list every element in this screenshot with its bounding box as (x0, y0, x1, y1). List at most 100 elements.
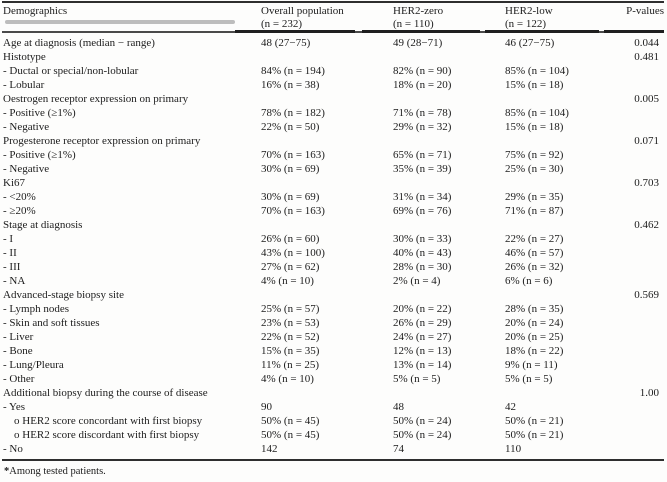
column-header-label: Demographics (3, 5, 68, 17)
her2-zero-value: 82% (n = 90) (393, 65, 452, 77)
row-label: - Lung/Pleura (3, 359, 64, 371)
p-value (623, 400, 664, 414)
her2-low-value: 71% (n = 87) (505, 205, 564, 217)
table-row: - No 142 74 110 (3, 442, 664, 456)
row-label: - Bone (3, 345, 33, 357)
her2-zero-value: 71% (n = 78) (393, 107, 452, 119)
her2-low-value: 46 (27−75) (505, 37, 555, 49)
column-header-p-values: P-values (623, 5, 664, 30)
row-label: - Lymph nodes (3, 303, 69, 315)
p-value: 0.005 (634, 93, 659, 105)
her2-zero-value: 65% (n = 71) (393, 149, 452, 161)
table-row: o HER2 score concordant with first biops… (3, 414, 664, 428)
table-row: o HER2 score discordant with first biops… (3, 428, 664, 442)
her2-zero-value: 74 (393, 443, 404, 455)
row-label: - II (3, 247, 17, 259)
table-row: Stage at diagnosis 0.462 (3, 218, 664, 232)
row-label: - ≥20% (3, 205, 36, 217)
her2-zero-value: 50% (n = 24) (393, 429, 452, 441)
her2-low-value: 5% (n = 5) (505, 373, 553, 385)
overall-population-value (261, 176, 393, 190)
table-row: Progesterone receptor expression on prim… (3, 134, 664, 148)
p-value (623, 78, 664, 92)
overall-population-value: 142 (261, 443, 278, 455)
table-row: - II 43% (n = 100) 40% (n = 43) 46% (n = 57… (3, 246, 664, 260)
overall-population-value (261, 50, 393, 64)
table-row: - Lung/Pleura 11% (n = 25) 13% (n = 14) 9% … (3, 358, 664, 372)
overall-population-value: 50% (n = 45) (261, 415, 320, 427)
p-value (623, 428, 664, 442)
p-value (623, 442, 664, 456)
table-body: Age at diagnosis (median − range) 48 (27−… (3, 36, 664, 456)
overall-population-value: 26% (n = 60) (261, 233, 320, 245)
her2-zero-value (393, 176, 505, 190)
her2-zero-value: 30% (n = 33) (393, 233, 452, 245)
table-row: - Skin and soft tissues 23% (n = 53) 26% (… (3, 316, 664, 330)
p-value: 1.00 (639, 387, 659, 399)
her2-zero-value: 24% (n = 27) (393, 331, 452, 343)
row-label: o HER2 score concordant with first biops… (14, 415, 203, 427)
p-value (623, 106, 664, 120)
her2-low-value: 15% (n = 18) (505, 79, 564, 91)
row-label: Oestrogen receptor expression on primary (3, 93, 189, 105)
table-row: - Positive (≥1%) 78% (n = 182) 71% (n = 78… (3, 106, 664, 120)
p-value (623, 274, 664, 288)
overall-population-value: 4% (n = 10) (261, 373, 314, 385)
her2-zero-value (393, 288, 505, 302)
her2-low-value: 85% (n = 104) (505, 107, 569, 119)
row-label: - III (3, 261, 21, 273)
row-label: o HER2 score discordant with first biops… (14, 429, 200, 441)
column-header-count: (n = 122) (505, 17, 547, 30)
her2-low-value: 75% (n = 92) (505, 149, 564, 161)
p-value (623, 344, 664, 358)
p-value: 0.569 (634, 289, 659, 301)
row-label: - I (3, 233, 14, 245)
her2-low-value: 50% (n = 21) (505, 415, 564, 427)
row-label: Advanced-stage biopsy site (3, 289, 124, 301)
her2-zero-value: 2% (n = 4) (393, 275, 441, 287)
table-row: - ≥20% 70% (n = 163) 69% (n = 76) 71% (n = … (3, 204, 664, 218)
row-label: - Lobular (3, 79, 45, 91)
overall-population-value (261, 288, 393, 302)
table-row: - Positive (≥1%) 70% (n = 163) 65% (n = 71… (3, 148, 664, 162)
row-label: - Positive (≥1%) (3, 149, 76, 161)
overall-population-value: 22% (n = 50) (261, 121, 320, 133)
her2-low-value: 15% (n = 18) (505, 121, 564, 133)
her2-zero-value: 12% (n = 13) (393, 345, 452, 357)
p-value (623, 246, 664, 260)
footnote-marker: * (4, 466, 10, 477)
p-value (623, 316, 664, 330)
her2-zero-value (393, 50, 505, 64)
table-row: Ki67 0.703 (3, 176, 664, 190)
table-row: Histotype 0.481 (3, 50, 664, 64)
her2-zero-value: 50% (n = 24) (393, 415, 452, 427)
her2-zero-value: 31% (n = 34) (393, 191, 452, 203)
p-value (623, 358, 664, 372)
her2-zero-value: 28% (n = 30) (393, 261, 452, 273)
overall-population-value: 15% (n = 35) (261, 345, 320, 357)
p-value (623, 414, 664, 428)
her2-low-value: 28% (n = 35) (505, 303, 564, 315)
table-row: Additional biopsy during the course of d… (3, 386, 664, 400)
table-row: - Negative 22% (n = 50) 29% (n = 32) 15% (n… (3, 120, 664, 134)
column-header-overall-population: Overall population (n = 232) (261, 5, 393, 30)
table-row: - Ductal or special/non-lobular 84% (n = … (3, 64, 664, 78)
overall-population-value: 4% (n = 10) (261, 275, 314, 287)
overall-population-value: 84% (n = 194) (261, 65, 325, 77)
p-value (623, 260, 664, 274)
overall-population-value: 30% (n = 69) (261, 163, 320, 175)
p-value (623, 232, 664, 246)
table-row: - I 26% (n = 60) 30% (n = 33) 22% (n = 27) (3, 232, 664, 246)
overall-population-value: 78% (n = 182) (261, 107, 325, 119)
her2-low-value: 50% (n = 21) (505, 429, 564, 441)
table-top-rule (2, 1, 664, 3)
her2-low-value: 6% (n = 6) (505, 275, 553, 287)
table-row: - Yes 90 48 42 (3, 400, 664, 414)
her2-low-value: 25% (n = 30) (505, 163, 564, 175)
her2-zero-value: 49 (28−71) (393, 37, 443, 49)
p-value (623, 148, 664, 162)
row-label: - <20% (3, 191, 36, 203)
column-header-her2-low: HER2-low (n = 122) (505, 5, 623, 30)
her2-low-value (505, 386, 623, 400)
overall-population-value: 25% (n = 57) (261, 303, 320, 315)
